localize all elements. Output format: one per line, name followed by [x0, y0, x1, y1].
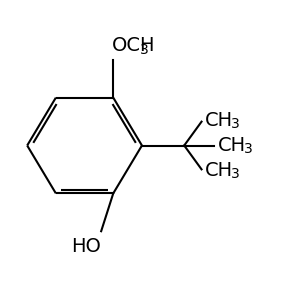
Text: CH: CH	[217, 136, 246, 155]
Text: 3: 3	[231, 167, 239, 181]
Text: 3: 3	[231, 117, 239, 131]
Text: CH: CH	[204, 161, 233, 180]
Text: CH: CH	[204, 111, 233, 130]
Text: 3: 3	[140, 43, 149, 57]
Text: OCH: OCH	[112, 36, 155, 55]
Text: 3: 3	[244, 142, 252, 156]
Text: HO: HO	[71, 237, 101, 256]
